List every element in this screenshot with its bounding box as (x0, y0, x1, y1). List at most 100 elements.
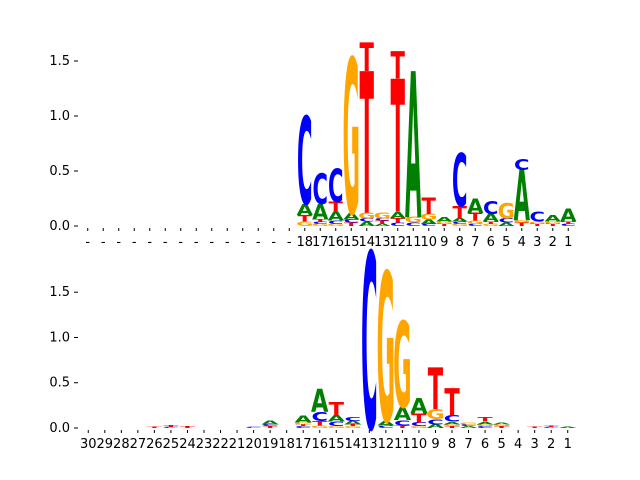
logo-letter-A: A (427, 423, 445, 429)
x-tick-label: - (225, 235, 230, 250)
x-tick-label: - (240, 235, 245, 250)
x-tick-label: 1 (564, 235, 572, 250)
logo-letter-T: T (515, 222, 530, 227)
logo-letter-G: G (311, 425, 329, 429)
y-tick-label: 0.0 (49, 219, 70, 234)
logo-letter-T: T (262, 426, 277, 429)
logo-letter-T: T (477, 416, 493, 423)
x-tick-label: 16 (311, 437, 328, 452)
x-tick-label: 7 (471, 235, 479, 250)
logo-letter-G: G (358, 211, 375, 220)
logo-letter-A: A (493, 422, 511, 425)
x-tick-label: 29 (97, 437, 114, 452)
x-tick-label: 18 (278, 437, 295, 452)
logo-letter-T: T (344, 222, 359, 227)
x-tick-label: - (194, 235, 199, 250)
x-tick-label: 28 (113, 437, 130, 452)
logo-panel-bottom: 0.00.51.01.530 29 28 27 26 25 24 23 22 21 20 19 18 17… (49, 206, 577, 480)
x-tick-label: 10 (420, 235, 437, 250)
logo-letter-T: T (428, 358, 444, 424)
logo-letter-A: A (443, 421, 461, 425)
logo-letter-A: A (452, 217, 469, 222)
logo-letter-C: C (406, 222, 421, 227)
x-tick-label: - (101, 235, 106, 250)
x-tick-label: 14 (345, 437, 362, 452)
logo-letter-G: G (467, 220, 484, 225)
logo-letter-A: A (410, 395, 428, 419)
logo-letter-T: T (360, 33, 374, 259)
x-tick-label: - (147, 235, 152, 250)
logo-letter-T: T (312, 420, 328, 427)
logo-letter-G: G (327, 223, 344, 227)
logo-letter-A: A (514, 157, 530, 238)
logo-letter-C: C (483, 197, 498, 218)
logo-letter-C: C (311, 410, 328, 424)
x-tick-label: 21 (229, 437, 246, 452)
logo-letter-G: G (343, 16, 360, 264)
x-tick-label: 15 (328, 437, 345, 452)
x-tick-label: 2 (547, 437, 555, 452)
logo-letter-T: T (345, 424, 360, 427)
x-tick-label: 6 (487, 235, 495, 250)
x-tick-label: - (132, 235, 137, 250)
x-tick-label: 9 (431, 437, 439, 452)
logo-letter-C: C (499, 217, 514, 224)
logo-letter-C: C (543, 427, 560, 428)
x-tick-label: 12 (389, 235, 406, 250)
x-tick-label: 10 (411, 437, 428, 452)
logo-letter-T: T (561, 221, 576, 225)
x-tick-label: 20 (245, 437, 262, 452)
logo-letter-G: G (410, 426, 428, 429)
logo-letter-C: C (328, 220, 343, 225)
x-tick-label: 17 (312, 235, 329, 250)
x-tick-label: 24 (179, 437, 196, 452)
x-tick-label: 16 (327, 235, 344, 250)
logo-letter-T: T (391, 217, 406, 224)
logo-letter-C: C (444, 414, 461, 424)
logo-letter-A: A (344, 420, 362, 426)
logo-letter-G: G (443, 424, 461, 427)
x-tick-label: - (163, 235, 168, 250)
x-tick-label: 3 (531, 437, 539, 452)
logo-letter-A: A (261, 420, 279, 426)
logo-letter-T: T (296, 424, 311, 427)
logo-letter-C: C (514, 157, 529, 174)
y-tick-label: 1.0 (49, 109, 70, 124)
x-tick-label: 8 (456, 235, 464, 250)
logo-letter-C: C (561, 223, 576, 227)
logo-letter-G: G (312, 223, 329, 227)
y-tick-label: 0.5 (49, 164, 70, 179)
logo-letter-C: C (163, 427, 180, 428)
logo-letter-G: G (476, 424, 494, 427)
y-tick-label: 1.0 (49, 330, 70, 345)
x-tick-label: 7 (464, 437, 472, 452)
logo-letter-G: G (374, 211, 391, 220)
logo-letter-T: T (391, 45, 406, 88)
logo-letter-C: C (297, 94, 312, 233)
logo-letter-A: A (328, 210, 345, 224)
logo-letter-G: G (482, 223, 499, 227)
x-tick-label: 18 (296, 235, 313, 250)
x-tick-label: - (116, 235, 121, 250)
x-tick-label: 17 (295, 437, 312, 452)
x-tick-label: 23 (196, 437, 213, 452)
x-tick-label: 2 (549, 235, 557, 250)
logo-letter-A: A (311, 384, 328, 419)
x-tick-label: - (256, 235, 261, 250)
y-tick-label: 0.0 (49, 421, 70, 436)
logo-letter-T: T (444, 426, 459, 429)
logo-letter-C: C (328, 161, 343, 214)
logo-letter-C: C (452, 221, 467, 225)
logo-letter-T: T (298, 213, 312, 224)
logo-letter-T: T (163, 425, 178, 428)
logo-letter-A: A (343, 211, 360, 222)
x-tick-label: - (271, 235, 276, 250)
logo-letter-C: C (460, 424, 477, 427)
logo-letter-A: A (460, 426, 478, 429)
logo-letter-A: A (312, 199, 329, 224)
logo-letter-A: A (498, 222, 515, 227)
logo-letter-T: T (530, 223, 545, 227)
logo-letter-C: C (262, 424, 279, 427)
x-tick-label: 26 (146, 437, 163, 452)
y-tick-label: 0.5 (49, 376, 70, 391)
